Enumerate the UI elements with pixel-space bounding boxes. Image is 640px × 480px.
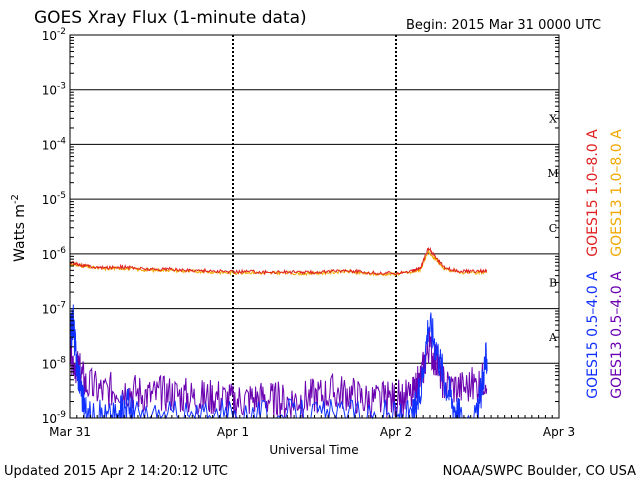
flare-class-label: A	[548, 331, 558, 344]
begin-label: Begin: 2015 Mar 31 0000 UTC	[406, 18, 601, 33]
x-tick-label: Mar 31	[49, 425, 91, 439]
legend-label: GOES13 0.5–4.0 A	[609, 271, 625, 399]
series-line	[69, 246, 488, 276]
credit-label: NOAA/SWPC Boulder, CO USA	[443, 464, 636, 479]
flare-class-label: B	[549, 276, 557, 289]
y-tick-label: 10-8	[42, 355, 67, 371]
flare-class-label: C	[549, 222, 557, 235]
flare-class-label: M	[547, 167, 558, 180]
legend-item: GOES15 0.5–4.0 A	[585, 271, 601, 399]
legend-item: GOES13 0.5–4.0 A	[609, 271, 625, 399]
updated-timestamp: Updated 2015 Apr 2 14:20:12 UTC	[4, 464, 228, 479]
y-axis-ticks: 10-2 10-3 10-4 10-5 10-6 10-7 10-8 10-9	[42, 27, 559, 426]
y-tick-label: 10-5	[42, 191, 66, 207]
y-tick-label: 10-3	[42, 82, 66, 98]
flare-class-labels: X M C B A	[547, 112, 558, 344]
y-axis-label: Watts m-2	[10, 194, 28, 262]
x-tick-label: Apr 3	[543, 425, 575, 439]
series-line	[69, 329, 488, 419]
chart-title: GOES Xray Flux (1-minute data)	[34, 8, 307, 28]
x-tick-label: Apr 1	[217, 425, 249, 439]
y-tick-label: 10-9	[42, 410, 67, 426]
legend: GOES15 1.0–8.0 A GOES13 1.0–8.0 A GOES15 0…	[585, 129, 625, 399]
flare-class-label: X	[549, 112, 557, 125]
grid-lines	[70, 35, 559, 418]
x-axis-ticks: Mar 31 Apr 1 Apr 2 Apr 3	[49, 411, 575, 439]
data-series	[69, 246, 488, 420]
y-tick-label: 10-2	[42, 27, 66, 43]
y-tick-label: 10-7	[42, 301, 66, 317]
x-tick-label: Apr 2	[380, 425, 412, 439]
legend-label: GOES15 1.0–8.0 A	[585, 129, 601, 257]
x-axis-label: Universal Time	[269, 443, 358, 457]
y-tick-label: 10-6	[42, 246, 67, 262]
legend-label: GOES13 1.0–8.0 A	[609, 129, 625, 257]
legend-label: GOES15 0.5–4.0 A	[585, 271, 601, 399]
legend-item: GOES13 1.0–8.0 A	[609, 129, 625, 257]
legend-item: GOES15 1.0–8.0 A	[585, 129, 601, 257]
y-tick-label: 10-4	[42, 136, 67, 152]
